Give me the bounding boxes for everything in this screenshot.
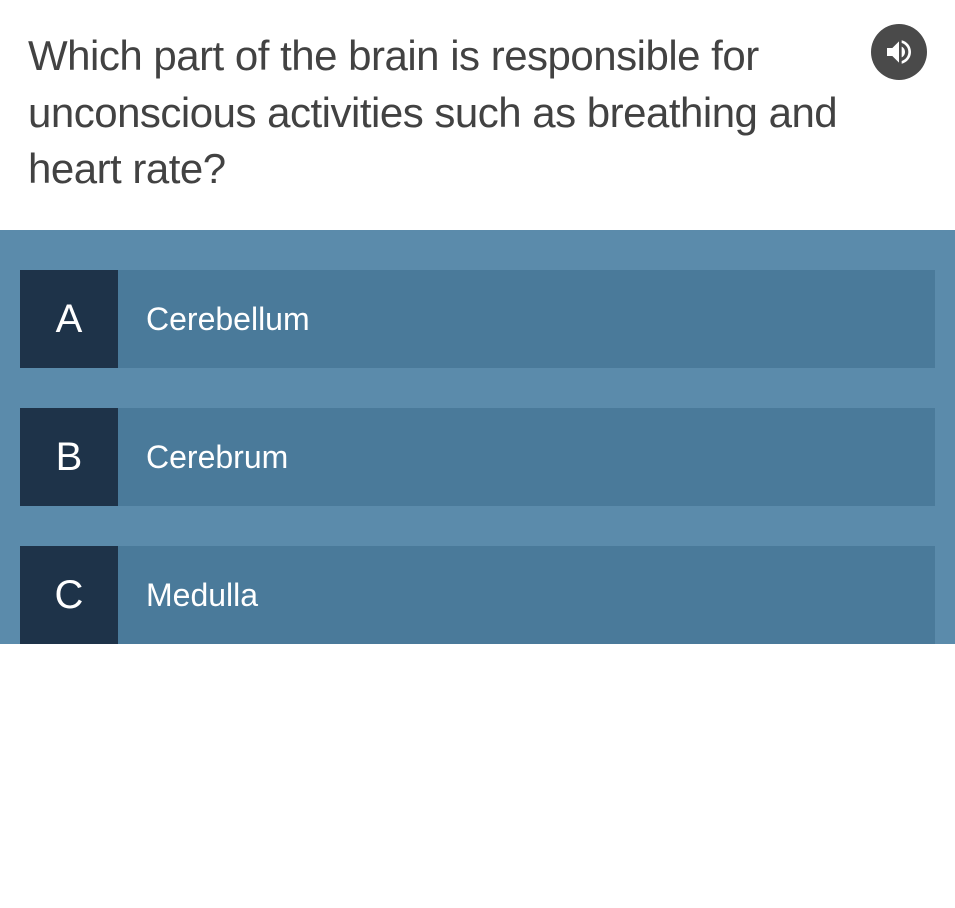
answer-letter: B xyxy=(20,408,118,506)
audio-button[interactable] xyxy=(871,24,927,80)
answer-text: Cerebellum xyxy=(118,270,935,368)
answer-text: Medulla xyxy=(118,546,935,644)
answer-option-a[interactable]: A Cerebellum xyxy=(20,270,935,368)
answers-section: A Cerebellum B Cerebrum C Medulla xyxy=(0,230,955,644)
question-section: Which part of the brain is responsible f… xyxy=(0,0,955,230)
question-text: Which part of the brain is responsible f… xyxy=(28,28,858,198)
answer-text: Cerebrum xyxy=(118,408,935,506)
answer-option-c[interactable]: C Medulla xyxy=(20,546,935,644)
speaker-icon xyxy=(883,36,915,68)
answer-letter: C xyxy=(20,546,118,644)
answer-letter: A xyxy=(20,270,118,368)
answer-option-b[interactable]: B Cerebrum xyxy=(20,408,935,506)
